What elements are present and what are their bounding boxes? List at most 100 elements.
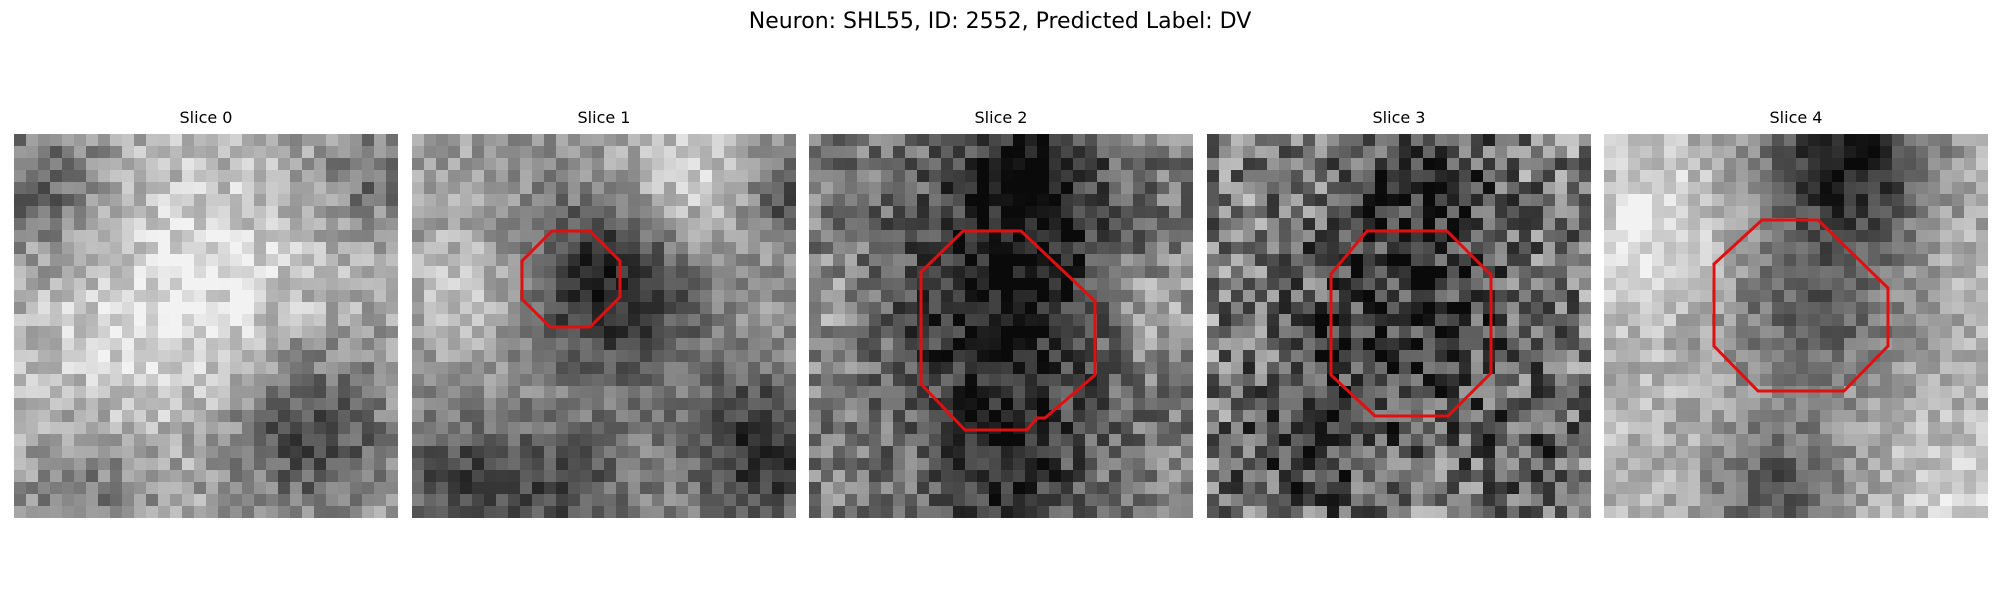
pixel xyxy=(1748,254,1761,267)
pixel xyxy=(170,290,183,303)
pixel xyxy=(1121,182,1134,195)
pixel xyxy=(62,254,75,267)
pixel xyxy=(1868,326,1881,339)
pixel xyxy=(640,314,653,327)
pixel xyxy=(98,470,111,483)
pixel xyxy=(1760,422,1773,435)
pixel xyxy=(1916,266,1929,279)
pixel xyxy=(1435,374,1448,387)
pixel xyxy=(338,182,351,195)
pixel xyxy=(362,314,375,327)
pixel xyxy=(26,422,39,435)
pixel xyxy=(206,482,219,495)
pixel xyxy=(170,230,183,243)
pixel xyxy=(1616,218,1629,231)
pixel xyxy=(1567,146,1580,159)
pixel xyxy=(580,410,593,423)
pixel xyxy=(1037,230,1050,243)
pixel xyxy=(314,386,327,399)
pixel xyxy=(1073,170,1086,183)
pixel xyxy=(1652,182,1665,195)
pixel xyxy=(350,182,363,195)
pixel xyxy=(436,266,449,279)
pixel xyxy=(1013,350,1026,363)
pixel xyxy=(1001,182,1014,195)
pixel xyxy=(1616,386,1629,399)
pixel xyxy=(893,362,906,375)
pixel xyxy=(1724,218,1737,231)
pixel xyxy=(532,422,545,435)
pixel xyxy=(62,374,75,387)
pixel xyxy=(1616,302,1629,315)
pixel xyxy=(1279,134,1292,147)
pixel xyxy=(1579,410,1591,423)
pixel xyxy=(170,482,183,495)
pixel xyxy=(1001,434,1014,447)
pixel xyxy=(640,386,653,399)
pixel xyxy=(1519,470,1532,483)
pixel xyxy=(1808,338,1821,351)
pixel xyxy=(436,242,449,255)
pixel xyxy=(1604,266,1617,279)
pixel xyxy=(1001,134,1014,147)
pixel xyxy=(1351,470,1364,483)
pixel xyxy=(1952,206,1965,219)
pixel xyxy=(784,242,796,255)
pixel xyxy=(472,230,485,243)
pixel xyxy=(50,398,63,411)
pixel xyxy=(1411,506,1424,518)
pixel xyxy=(1207,254,1220,267)
pixel xyxy=(1567,230,1580,243)
pixel xyxy=(592,338,605,351)
pixel xyxy=(86,218,99,231)
pixel xyxy=(628,302,641,315)
pixel xyxy=(278,422,291,435)
pixel xyxy=(1952,182,1965,195)
pixel xyxy=(170,242,183,255)
pixel xyxy=(1616,266,1629,279)
pixel xyxy=(1952,386,1965,399)
pixel xyxy=(170,350,183,363)
pixel xyxy=(700,350,713,363)
pixel xyxy=(1688,386,1701,399)
pixel xyxy=(230,278,243,291)
pixel xyxy=(592,386,605,399)
pixel xyxy=(1880,422,1893,435)
pixel xyxy=(772,170,785,183)
pixel xyxy=(1121,158,1134,171)
pixel xyxy=(893,134,906,147)
pixel xyxy=(266,398,279,411)
pixel xyxy=(1411,134,1424,147)
pixel xyxy=(436,494,449,507)
pixel xyxy=(1507,482,1520,495)
pixel xyxy=(893,278,906,291)
pixel xyxy=(472,494,485,507)
pixel xyxy=(1423,434,1436,447)
pixel xyxy=(532,470,545,483)
pixel xyxy=(1207,302,1220,315)
pixel xyxy=(1760,194,1773,207)
pixel xyxy=(652,350,665,363)
pixel xyxy=(1097,254,1110,267)
pixel xyxy=(724,446,737,459)
pixel xyxy=(1061,290,1074,303)
pixel xyxy=(1808,398,1821,411)
pixel xyxy=(1459,338,1472,351)
pixel xyxy=(616,326,629,339)
pixel xyxy=(1567,422,1580,435)
pixel xyxy=(905,230,918,243)
pixel xyxy=(544,374,557,387)
pixel xyxy=(362,146,375,159)
pixel xyxy=(1688,314,1701,327)
pixel xyxy=(508,278,521,291)
pixel xyxy=(1507,410,1520,423)
pixel xyxy=(302,206,315,219)
pixel xyxy=(821,302,834,315)
pixel xyxy=(640,290,653,303)
pixel xyxy=(242,338,255,351)
pixel xyxy=(1604,446,1617,459)
pixel xyxy=(640,326,653,339)
pixel xyxy=(302,302,315,315)
pixel xyxy=(1109,158,1122,171)
pixel xyxy=(616,158,629,171)
